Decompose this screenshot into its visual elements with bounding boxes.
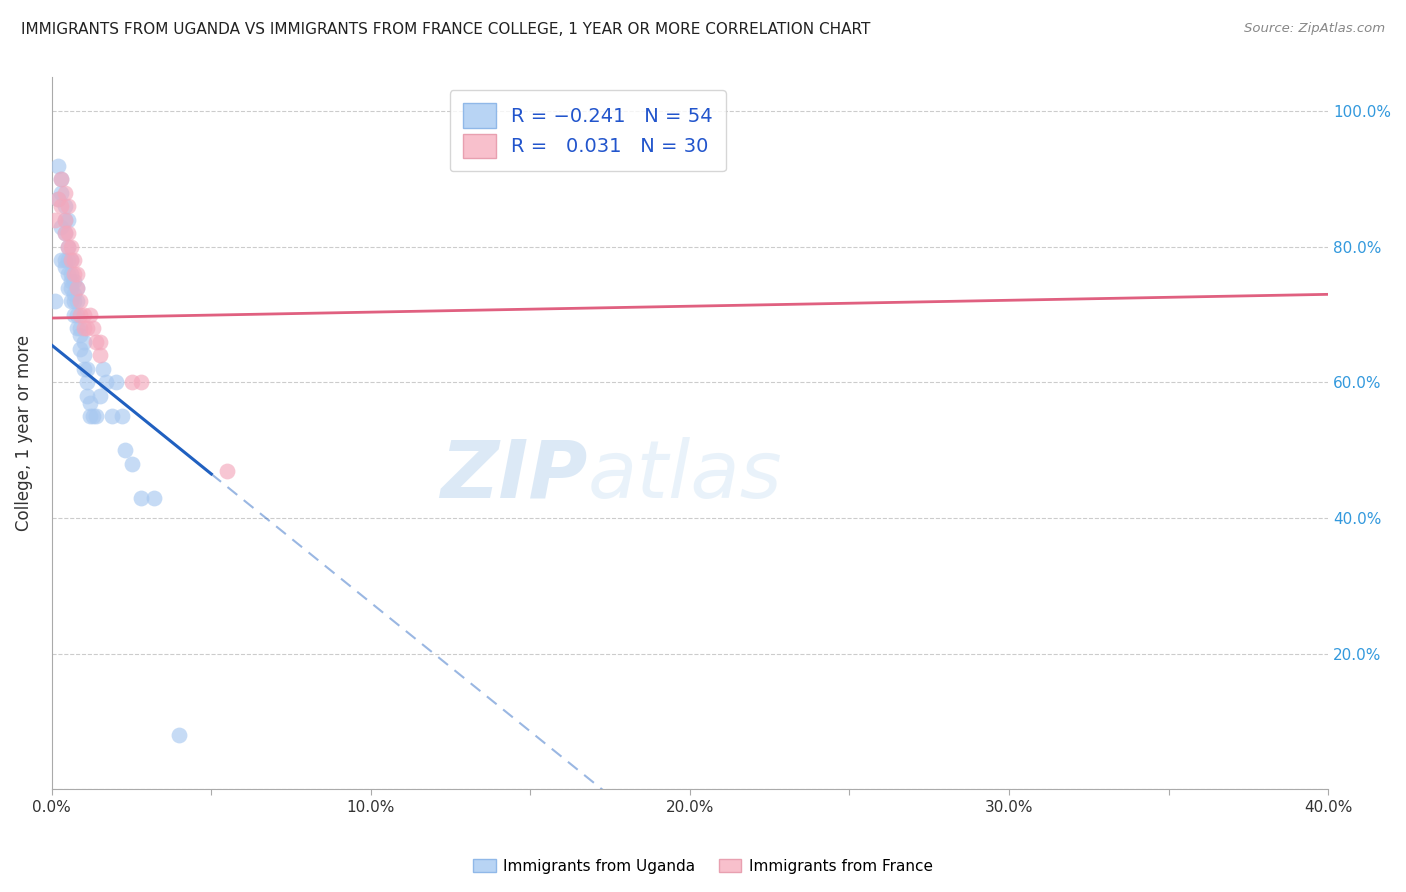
Point	[79, 396, 101, 410]
Point	[51, 199, 73, 213]
Point	[51, 172, 73, 186]
Point	[56, 227, 79, 241]
Point	[79, 409, 101, 424]
Point	[56, 240, 79, 254]
Point	[46, 159, 69, 173]
Point	[66, 308, 89, 322]
Point	[56, 212, 79, 227]
Point	[129, 376, 152, 390]
Point	[76, 376, 98, 390]
Point	[53, 227, 76, 241]
Point	[111, 409, 134, 424]
Point	[69, 308, 91, 322]
Text: Source: ZipAtlas.com: Source: ZipAtlas.com	[1244, 22, 1385, 36]
Point	[66, 321, 89, 335]
Point	[79, 308, 101, 322]
Point	[63, 253, 86, 268]
Point	[89, 348, 111, 362]
Point	[51, 253, 73, 268]
Point	[69, 321, 91, 335]
Point	[86, 334, 108, 349]
Point	[56, 253, 79, 268]
Text: IMMIGRANTS FROM UGANDA VS IMMIGRANTS FROM FRANCE COLLEGE, 1 YEAR OR MORE CORRELA: IMMIGRANTS FROM UGANDA VS IMMIGRANTS FRO…	[21, 22, 870, 37]
Point	[121, 376, 143, 390]
Point	[44, 212, 66, 227]
Point	[104, 376, 127, 390]
Point	[59, 294, 82, 309]
Point	[63, 308, 86, 322]
Point	[66, 280, 89, 294]
Point	[51, 186, 73, 200]
Point	[121, 457, 143, 471]
Point	[82, 409, 104, 424]
Point	[142, 491, 165, 505]
Point	[217, 464, 239, 478]
Point	[76, 389, 98, 403]
Point	[46, 193, 69, 207]
Point	[66, 267, 89, 281]
Point	[63, 274, 86, 288]
Legend: Immigrants from Uganda, Immigrants from France: Immigrants from Uganda, Immigrants from …	[467, 853, 939, 880]
Point	[73, 348, 96, 362]
Point	[59, 253, 82, 268]
Point	[76, 362, 98, 376]
Legend: R = −0.241   N = 54, R =   0.031   N = 30: R = −0.241 N = 54, R = 0.031 N = 30	[450, 90, 725, 171]
Point	[73, 308, 96, 322]
Y-axis label: College, 1 year or more: College, 1 year or more	[15, 335, 32, 532]
Point	[44, 294, 66, 309]
Point	[46, 193, 69, 207]
Point	[53, 260, 76, 275]
Point	[53, 186, 76, 200]
Point	[89, 334, 111, 349]
Point	[82, 321, 104, 335]
Point	[59, 280, 82, 294]
Point	[59, 267, 82, 281]
Point	[73, 334, 96, 349]
Point	[86, 409, 108, 424]
Text: ZIP: ZIP	[440, 437, 588, 515]
Point	[59, 253, 82, 268]
Point	[69, 328, 91, 343]
Point	[56, 267, 79, 281]
Point	[63, 287, 86, 301]
Point	[53, 227, 76, 241]
Point	[129, 491, 152, 505]
Point	[63, 294, 86, 309]
Point	[51, 219, 73, 234]
Point	[53, 212, 76, 227]
Point	[69, 294, 91, 309]
Point	[101, 409, 124, 424]
Point	[169, 728, 191, 742]
Point	[51, 172, 73, 186]
Point	[53, 199, 76, 213]
Point	[56, 199, 79, 213]
Point	[76, 321, 98, 335]
Point	[69, 342, 91, 356]
Point	[63, 267, 86, 281]
Point	[56, 280, 79, 294]
Text: atlas: atlas	[588, 437, 783, 515]
Point	[73, 321, 96, 335]
Point	[59, 240, 82, 254]
Point	[471, 104, 494, 119]
Point	[66, 280, 89, 294]
Point	[94, 376, 117, 390]
Point	[53, 212, 76, 227]
Point	[56, 240, 79, 254]
Point	[73, 362, 96, 376]
Point	[89, 389, 111, 403]
Point	[66, 294, 89, 309]
Point	[53, 253, 76, 268]
Point	[91, 362, 114, 376]
Point	[114, 443, 136, 458]
Point	[59, 274, 82, 288]
